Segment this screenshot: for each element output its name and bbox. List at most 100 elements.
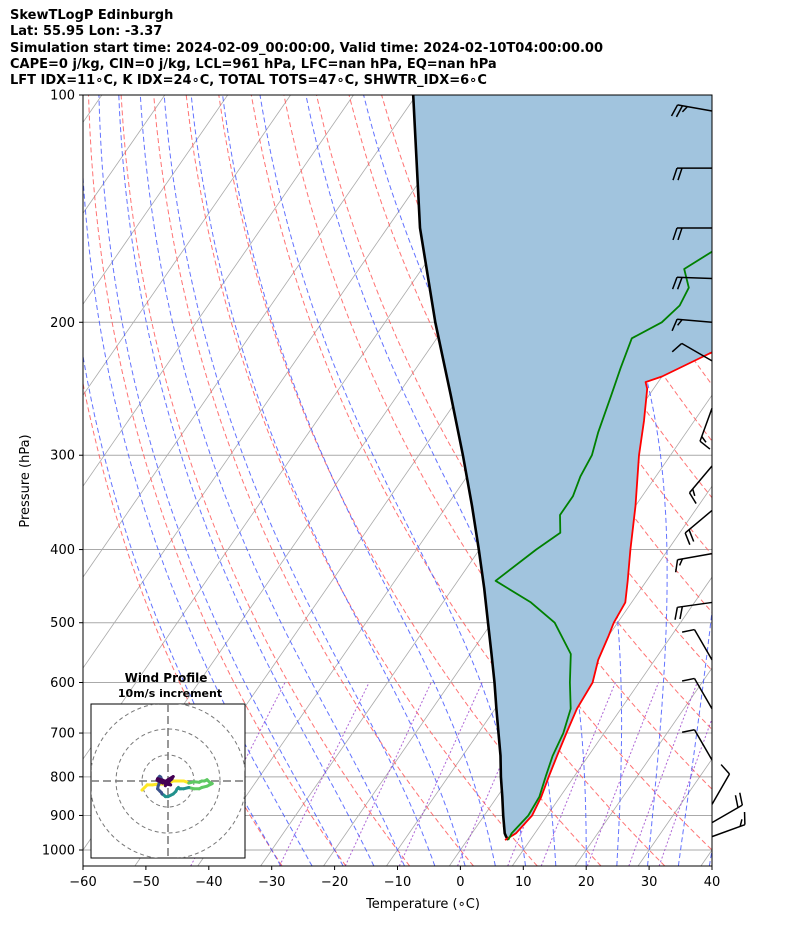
dewpoint-line	[494, 250, 712, 841]
wind-barb	[711, 764, 731, 805]
y-tick-label: 500	[50, 616, 75, 631]
moist-adiabat-line	[83, 353, 282, 866]
barb-flag	[734, 795, 739, 808]
hodograph-subtitle: 10m/s increment	[118, 687, 222, 700]
x-tick-label: −50	[132, 875, 159, 890]
y-tick-label: 900	[50, 809, 75, 824]
barb-flag	[670, 104, 679, 117]
barb-staff	[677, 552, 713, 561]
barb-flag	[679, 606, 684, 620]
barb-flag	[691, 488, 696, 497]
wind-barb	[671, 318, 713, 332]
barb-staff	[693, 729, 713, 761]
barb-flag	[681, 677, 695, 682]
moist-adiabat-line	[259, 95, 526, 866]
x-tick-label: 20	[578, 875, 595, 890]
x-tick-label: 40	[704, 875, 721, 890]
dry-adiabat-line	[120, 95, 411, 866]
dry-adiabat-line	[185, 95, 538, 866]
dry-adiabat-line	[83, 380, 283, 866]
barb-flag	[677, 227, 683, 241]
barb-flag	[671, 277, 678, 290]
barb-staff	[676, 276, 713, 280]
hodograph-segment	[163, 779, 168, 788]
barb-flag	[681, 728, 695, 733]
barb-staff	[693, 629, 713, 661]
y-tick-label: 1000	[42, 844, 75, 859]
y-tick-label: 800	[50, 770, 75, 785]
barb-staff	[711, 823, 746, 838]
barb-flag	[675, 105, 684, 118]
hodograph-inset: Wind Profile 10m/s increment	[90, 671, 246, 859]
isotherm-line	[574, 667, 712, 866]
wind-barb	[672, 167, 712, 181]
wind-barb	[671, 342, 713, 362]
moist-adiabat-line	[118, 95, 375, 866]
wind-barb	[671, 276, 713, 290]
barb-flag	[739, 819, 743, 827]
hodograph-trace	[140, 774, 214, 799]
y-tick-label: 300	[50, 449, 75, 464]
y-tick-label: 100	[50, 89, 75, 104]
mixing-ratio-line	[628, 682, 698, 866]
wind-barb	[674, 601, 713, 620]
location-line: Lat: 55.95 Lon: -3.37	[10, 24, 163, 40]
moist-adiabat-line	[190, 95, 466, 866]
axis-ticks: −60 −50 −40 −30 −20 −10 0 10 20 30 40 100 200 300 400 5…	[42, 89, 720, 891]
y-tick-label: 200	[50, 316, 75, 331]
mixing-ratio-line	[398, 682, 483, 866]
barb-staff	[711, 804, 743, 824]
barb-flag	[720, 764, 731, 775]
barb-flag	[677, 167, 683, 181]
moist-adiabat-line	[139, 95, 405, 866]
parcel-path-line	[411, 95, 510, 841]
wind-barb	[672, 227, 712, 241]
x-tick-label: 30	[641, 875, 658, 890]
chart-title-block: SkewTLogP Edinburgh Lat: 55.95 Lon: -3.3…	[10, 8, 603, 89]
barb-flag	[676, 277, 683, 290]
wind-barb	[684, 509, 713, 545]
x-tick-label: 10	[515, 875, 532, 890]
barb-staff	[699, 408, 713, 442]
barb-flag	[678, 558, 684, 566]
barb-flag	[671, 342, 683, 353]
barb-staff	[684, 509, 713, 534]
wind-barb	[681, 628, 713, 661]
x-axis-label: Temperature (∘C)	[365, 897, 480, 912]
wind-barb	[681, 728, 713, 761]
moist-adiabat-line	[222, 95, 496, 866]
dry-adiabat-line	[88, 95, 347, 866]
mixing-ratio-line	[658, 717, 712, 866]
mixing-ratio-line	[279, 682, 370, 866]
dry-adiabat-line	[511, 95, 712, 442]
barb-staff	[711, 773, 731, 805]
sounding-profiles	[411, 95, 712, 841]
barb-staff	[688, 465, 713, 494]
barb-flag	[688, 529, 695, 542]
y-axis-label: Pressure (hPa)	[18, 434, 33, 527]
wind-barbs	[670, 104, 746, 838]
mixing-ratio-line	[540, 682, 616, 866]
x-tick-label: 0	[456, 875, 464, 890]
barb-flag	[674, 607, 679, 620]
y-tick-label: 400	[50, 543, 75, 558]
barb-staff	[677, 318, 713, 324]
hodograph-title: Wind Profile	[125, 671, 208, 685]
barb-flag	[681, 106, 688, 113]
isotherm-line	[511, 576, 712, 866]
isotherm-line	[83, 95, 354, 487]
mixing-ratio-line	[586, 682, 659, 866]
wind-barb	[699, 408, 713, 450]
wind-barb	[681, 677, 713, 710]
barb-staff	[693, 678, 713, 710]
x-tick-label: −30	[258, 875, 285, 890]
isotherm-line	[83, 95, 228, 305]
isotherm-line	[83, 95, 417, 578]
wind-barb	[711, 811, 746, 838]
wind-barb	[688, 465, 713, 504]
barb-flag	[671, 318, 678, 332]
y-tick-label: 700	[50, 727, 75, 742]
barb-flag	[739, 792, 744, 806]
barb-flag	[681, 628, 695, 633]
